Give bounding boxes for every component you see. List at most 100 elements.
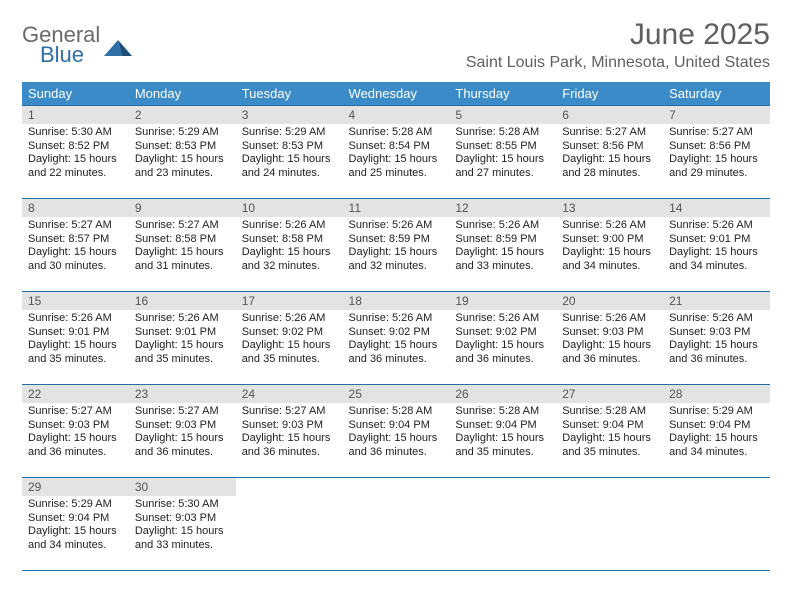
daylight-line: Daylight: 15 hours	[28, 246, 123, 260]
day-body: Sunrise: 5:26 AMSunset: 8:59 PMDaylight:…	[449, 217, 556, 275]
daylight-line-2: and 31 minutes.	[135, 260, 230, 274]
sunrise-line: Sunrise: 5:28 AM	[349, 126, 444, 140]
day-cell: 29Sunrise: 5:29 AMSunset: 9:04 PMDayligh…	[22, 478, 129, 570]
daylight-line-2: and 35 minutes.	[455, 446, 550, 460]
daylight-line: Daylight: 15 hours	[349, 246, 444, 260]
sunset-line: Sunset: 8:57 PM	[28, 233, 123, 247]
daylight-line: Daylight: 15 hours	[562, 339, 657, 353]
day-body: Sunrise: 5:27 AMSunset: 8:56 PMDaylight:…	[556, 124, 663, 182]
sunrise-line: Sunrise: 5:29 AM	[28, 498, 123, 512]
day-cell: 21Sunrise: 5:26 AMSunset: 9:03 PMDayligh…	[663, 292, 770, 384]
day-cell: 25Sunrise: 5:28 AMSunset: 9:04 PMDayligh…	[343, 385, 450, 477]
daylight-line: Daylight: 15 hours	[562, 432, 657, 446]
week-row: 29Sunrise: 5:29 AMSunset: 9:04 PMDayligh…	[22, 478, 770, 571]
daylight-line: Daylight: 15 hours	[455, 153, 550, 167]
day-body: Sunrise: 5:27 AMSunset: 9:03 PMDaylight:…	[129, 403, 236, 461]
day-body: Sunrise: 5:26 AMSunset: 9:01 PMDaylight:…	[22, 310, 129, 368]
daylight-line: Daylight: 15 hours	[455, 432, 550, 446]
day-header: Sunday	[22, 82, 129, 106]
daylight-line: Daylight: 15 hours	[28, 339, 123, 353]
day-body: Sunrise: 5:28 AMSunset: 9:04 PMDaylight:…	[556, 403, 663, 461]
daylight-line: Daylight: 15 hours	[135, 246, 230, 260]
daylight-line-2: and 35 minutes.	[28, 353, 123, 367]
week-row: 22Sunrise: 5:27 AMSunset: 9:03 PMDayligh…	[22, 385, 770, 478]
day-number: 3	[236, 106, 343, 124]
sunrise-line: Sunrise: 5:27 AM	[135, 405, 230, 419]
sunrise-line: Sunrise: 5:27 AM	[28, 405, 123, 419]
daylight-line-2: and 35 minutes.	[242, 353, 337, 367]
sunset-line: Sunset: 9:02 PM	[349, 326, 444, 340]
sunrise-line: Sunrise: 5:27 AM	[28, 219, 123, 233]
day-number: 16	[129, 292, 236, 310]
sunset-line: Sunset: 8:54 PM	[349, 140, 444, 154]
daylight-line-2: and 34 minutes.	[562, 260, 657, 274]
day-cell: 15Sunrise: 5:26 AMSunset: 9:01 PMDayligh…	[22, 292, 129, 384]
week-row: 15Sunrise: 5:26 AMSunset: 9:01 PMDayligh…	[22, 292, 770, 385]
day-cell: 3Sunrise: 5:29 AMSunset: 8:53 PMDaylight…	[236, 106, 343, 198]
daylight-line: Daylight: 15 hours	[349, 432, 444, 446]
sunset-line: Sunset: 9:03 PM	[135, 419, 230, 433]
day-cell: 23Sunrise: 5:27 AMSunset: 9:03 PMDayligh…	[129, 385, 236, 477]
day-body: Sunrise: 5:28 AMSunset: 8:54 PMDaylight:…	[343, 124, 450, 182]
day-cell	[663, 478, 770, 570]
sunrise-line: Sunrise: 5:26 AM	[669, 219, 764, 233]
day-body: Sunrise: 5:26 AMSunset: 9:01 PMDaylight:…	[663, 217, 770, 275]
day-number: 17	[236, 292, 343, 310]
daylight-line-2: and 24 minutes.	[242, 167, 337, 181]
sunset-line: Sunset: 8:53 PM	[135, 140, 230, 154]
sunset-line: Sunset: 8:53 PM	[242, 140, 337, 154]
day-body: Sunrise: 5:27 AMSunset: 8:57 PMDaylight:…	[22, 217, 129, 275]
day-cell: 30Sunrise: 5:30 AMSunset: 9:03 PMDayligh…	[129, 478, 236, 570]
sunrise-line: Sunrise: 5:27 AM	[135, 219, 230, 233]
day-number: 26	[449, 385, 556, 403]
day-body: Sunrise: 5:26 AMSunset: 9:03 PMDaylight:…	[556, 310, 663, 368]
day-number: 2	[129, 106, 236, 124]
daylight-line-2: and 36 minutes.	[349, 446, 444, 460]
day-number: 7	[663, 106, 770, 124]
daylight-line-2: and 36 minutes.	[349, 353, 444, 367]
day-header: Friday	[556, 82, 663, 106]
day-number: 28	[663, 385, 770, 403]
sunrise-line: Sunrise: 5:30 AM	[135, 498, 230, 512]
day-header: Thursday	[449, 82, 556, 106]
day-number: 12	[449, 199, 556, 217]
daylight-line: Daylight: 15 hours	[242, 246, 337, 260]
daylight-line: Daylight: 15 hours	[28, 525, 123, 539]
daylight-line: Daylight: 15 hours	[455, 246, 550, 260]
sunrise-line: Sunrise: 5:26 AM	[455, 312, 550, 326]
daylight-line-2: and 35 minutes.	[562, 446, 657, 460]
day-cell	[556, 478, 663, 570]
month-title: June 2025	[466, 18, 770, 52]
day-number: 8	[22, 199, 129, 217]
sunrise-line: Sunrise: 5:26 AM	[242, 219, 337, 233]
daylight-line-2: and 30 minutes.	[28, 260, 123, 274]
day-cell: 4Sunrise: 5:28 AMSunset: 8:54 PMDaylight…	[343, 106, 450, 198]
day-number: 18	[343, 292, 450, 310]
daylight-line-2: and 36 minutes.	[455, 353, 550, 367]
location: Saint Louis Park, Minnesota, United Stat…	[466, 54, 770, 72]
day-header: Tuesday	[236, 82, 343, 106]
daylight-line: Daylight: 15 hours	[28, 153, 123, 167]
sunrise-line: Sunrise: 5:27 AM	[669, 126, 764, 140]
sunset-line: Sunset: 8:59 PM	[349, 233, 444, 247]
sunset-line: Sunset: 9:04 PM	[28, 512, 123, 526]
day-number-empty	[343, 478, 450, 496]
sunrise-line: Sunrise: 5:26 AM	[242, 312, 337, 326]
day-body: Sunrise: 5:27 AMSunset: 8:56 PMDaylight:…	[663, 124, 770, 182]
daylight-line-2: and 36 minutes.	[242, 446, 337, 460]
sunset-line: Sunset: 9:02 PM	[242, 326, 337, 340]
sunset-line: Sunset: 8:52 PM	[28, 140, 123, 154]
daylight-line-2: and 36 minutes.	[135, 446, 230, 460]
logo-mark-icon	[104, 34, 132, 56]
daylight-line: Daylight: 15 hours	[562, 153, 657, 167]
sunrise-line: Sunrise: 5:29 AM	[669, 405, 764, 419]
day-header-row: SundayMondayTuesdayWednesdayThursdayFrid…	[22, 82, 770, 106]
sunrise-line: Sunrise: 5:29 AM	[135, 126, 230, 140]
day-number: 5	[449, 106, 556, 124]
daylight-line-2: and 29 minutes.	[669, 167, 764, 181]
daylight-line-2: and 33 minutes.	[455, 260, 550, 274]
day-number: 6	[556, 106, 663, 124]
sunrise-line: Sunrise: 5:26 AM	[455, 219, 550, 233]
sunset-line: Sunset: 9:04 PM	[349, 419, 444, 433]
day-number: 21	[663, 292, 770, 310]
